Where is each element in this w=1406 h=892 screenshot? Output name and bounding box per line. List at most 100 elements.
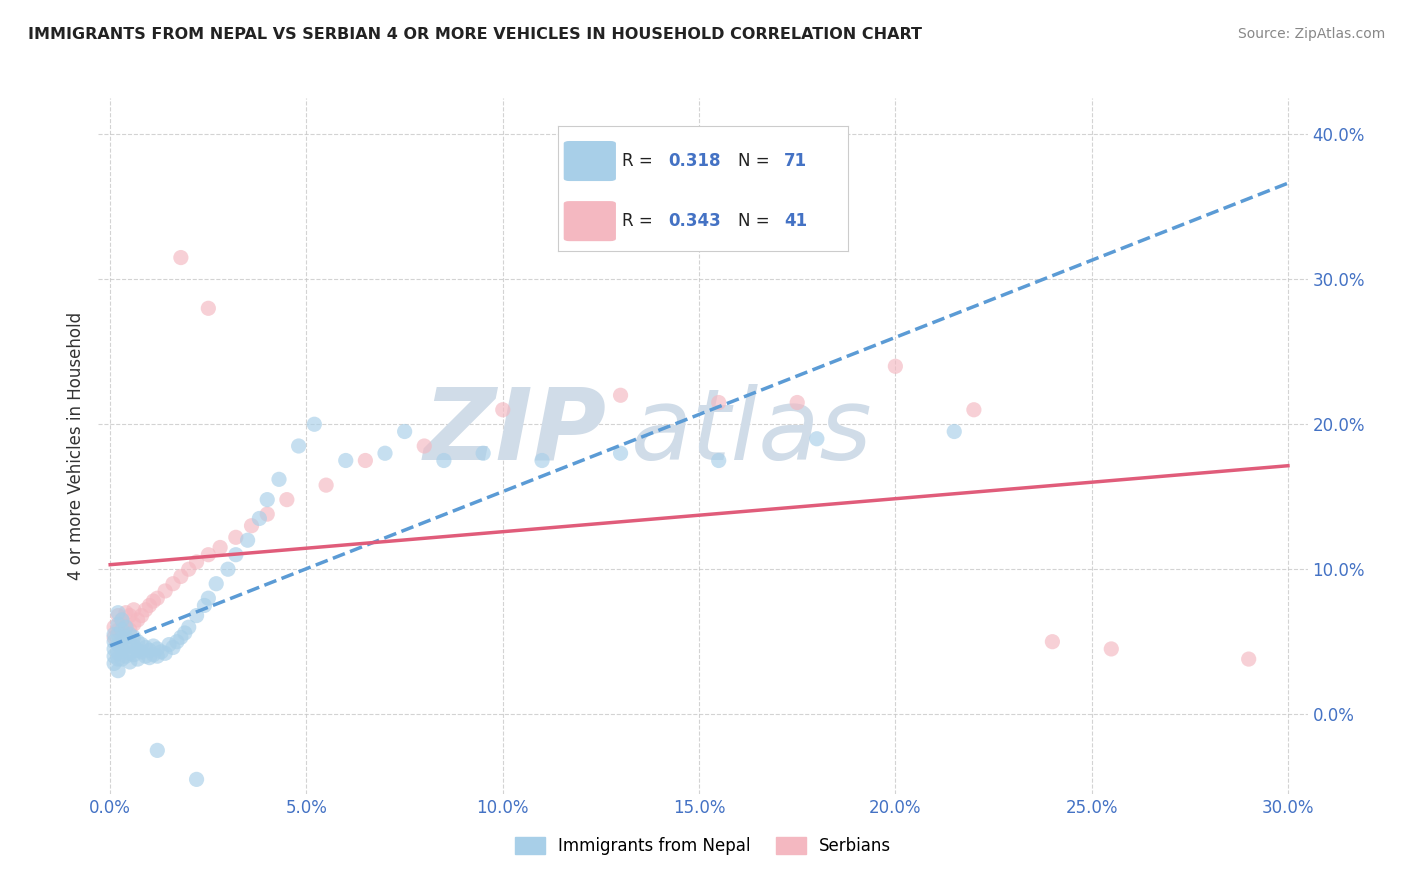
Point xyxy=(115,640,138,655)
Point xyxy=(127,613,149,627)
Point xyxy=(609,388,631,402)
Point xyxy=(943,425,966,439)
Point xyxy=(111,642,134,657)
Point xyxy=(806,432,828,446)
Point xyxy=(884,359,907,374)
Text: Source: ZipAtlas.com: Source: ZipAtlas.com xyxy=(1237,27,1385,41)
Point xyxy=(186,772,208,787)
Point xyxy=(107,664,129,678)
Point xyxy=(315,478,337,492)
Point xyxy=(374,446,396,460)
Point xyxy=(103,642,125,657)
Point xyxy=(236,533,259,548)
Point xyxy=(103,649,125,664)
Point xyxy=(122,648,145,662)
Point xyxy=(138,650,160,665)
Point xyxy=(707,453,730,467)
Point xyxy=(118,623,141,637)
Point xyxy=(287,439,309,453)
Point xyxy=(146,743,169,757)
Point xyxy=(107,627,129,641)
Point xyxy=(118,608,141,623)
Point xyxy=(354,453,377,467)
Point xyxy=(162,576,184,591)
Point xyxy=(115,649,138,664)
Point xyxy=(707,395,730,409)
Point xyxy=(247,511,270,525)
Point xyxy=(135,649,157,664)
Point xyxy=(205,576,228,591)
Point xyxy=(138,643,160,657)
Point xyxy=(170,630,193,644)
Point xyxy=(153,583,176,598)
Point xyxy=(267,472,290,486)
Point xyxy=(127,652,149,666)
Point xyxy=(394,425,416,439)
Point xyxy=(256,492,278,507)
Point xyxy=(413,439,436,453)
Point xyxy=(115,620,138,634)
Point xyxy=(122,639,145,653)
Point xyxy=(142,648,165,662)
Point xyxy=(111,652,134,666)
Point xyxy=(173,626,195,640)
Point xyxy=(122,630,145,644)
Point xyxy=(118,655,141,669)
Point xyxy=(170,251,193,265)
Point xyxy=(115,620,138,634)
Point xyxy=(131,645,153,659)
Point xyxy=(103,620,125,634)
Point xyxy=(103,630,125,644)
Point xyxy=(142,594,165,608)
Point xyxy=(157,638,180,652)
Point xyxy=(111,613,134,627)
Point xyxy=(276,492,298,507)
Point xyxy=(492,402,515,417)
Point xyxy=(1099,642,1122,657)
Point xyxy=(107,646,129,660)
Point xyxy=(197,591,219,606)
Point xyxy=(118,646,141,660)
Point xyxy=(186,608,208,623)
Point xyxy=(1042,634,1064,648)
Point xyxy=(115,630,138,644)
Point xyxy=(197,301,219,316)
Point xyxy=(107,623,129,637)
Point xyxy=(162,640,184,655)
Point xyxy=(225,530,247,544)
Y-axis label: 4 or more Vehicles in Household: 4 or more Vehicles in Household xyxy=(66,312,84,580)
Point xyxy=(177,562,200,576)
Point xyxy=(153,646,176,660)
Point xyxy=(111,632,134,646)
Point xyxy=(197,548,219,562)
Text: ZIP: ZIP xyxy=(423,384,606,481)
Point xyxy=(177,620,200,634)
Text: atlas: atlas xyxy=(630,384,872,481)
Point xyxy=(131,638,153,652)
Point xyxy=(107,638,129,652)
Point xyxy=(131,608,153,623)
Point xyxy=(111,627,134,641)
Legend: Immigrants from Nepal, Serbians: Immigrants from Nepal, Serbians xyxy=(508,830,898,862)
Point xyxy=(103,657,125,671)
Point xyxy=(103,634,125,648)
Point xyxy=(146,591,169,606)
Point xyxy=(111,623,134,637)
Point xyxy=(217,562,239,576)
Point xyxy=(135,640,157,655)
Point xyxy=(135,603,157,617)
Point xyxy=(240,518,263,533)
Point xyxy=(150,645,173,659)
Point xyxy=(122,603,145,617)
Point xyxy=(146,642,169,657)
Point xyxy=(963,402,986,417)
Point xyxy=(609,446,631,460)
Point xyxy=(786,395,808,409)
Point xyxy=(146,649,169,664)
Point xyxy=(531,453,554,467)
Point xyxy=(127,643,149,657)
Point xyxy=(122,617,145,632)
Point xyxy=(433,453,456,467)
Point xyxy=(107,652,129,666)
Point xyxy=(127,634,149,648)
